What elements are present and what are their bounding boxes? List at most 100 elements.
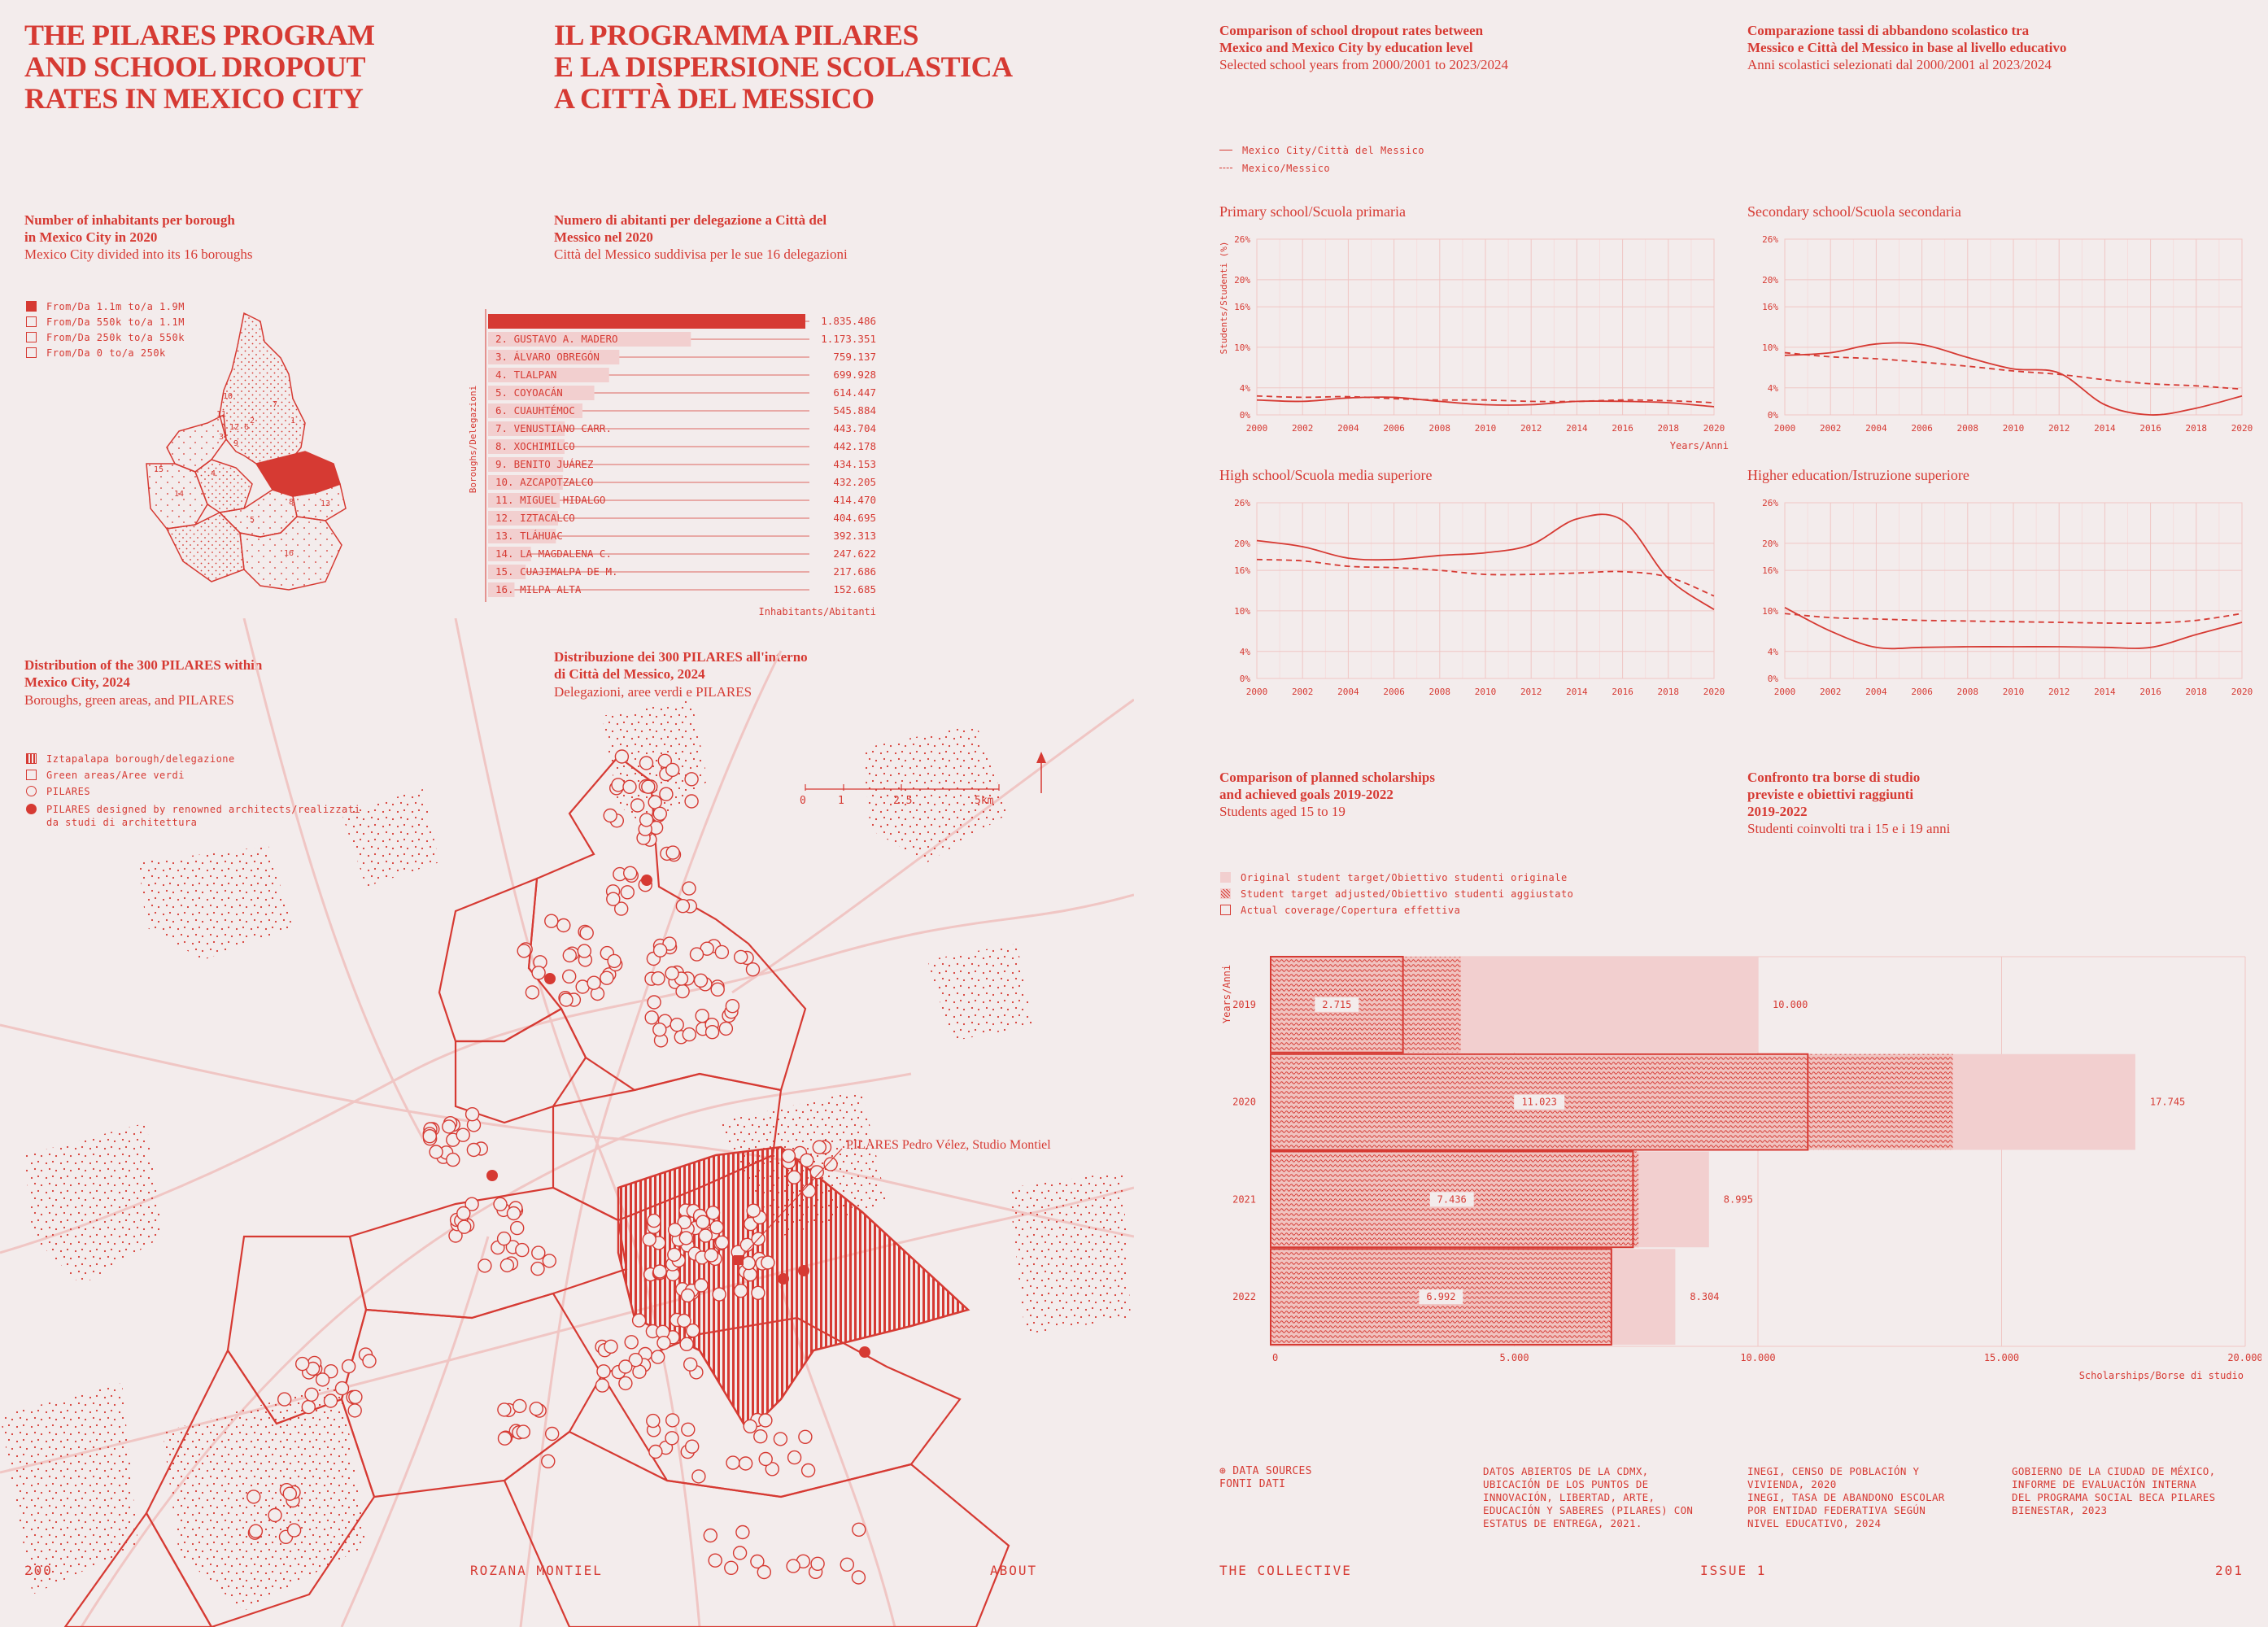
title-italian: IL PROGRAMMA PILARES E LA DISPERSIONE SC… xyxy=(554,19,1013,115)
pilares-circle xyxy=(677,1215,691,1230)
pilares-circle xyxy=(631,1313,647,1328)
pilares-circle xyxy=(696,1215,710,1229)
actual-coverage-value: 7.436 xyxy=(1437,1193,1467,1205)
inhabitants-bar-chart: Boroughs/Delegazioni 1. IZTAPALAPA 1.835.… xyxy=(468,309,876,617)
panel-title-secondary: Secondary school/Scuola secondaria xyxy=(1747,203,1961,220)
series-line-mexico xyxy=(1784,613,2243,625)
pilares-circle xyxy=(733,1284,748,1298)
scholarships-subtitle-en: Students aged 15 to 19 xyxy=(1219,804,1346,819)
x-tick-label: 2016 xyxy=(1612,423,1633,434)
pilares-circle xyxy=(639,813,654,827)
pilares-circle xyxy=(510,1220,525,1236)
x-tick-label: 2018 xyxy=(2186,687,2208,697)
rank-bar xyxy=(488,350,620,364)
page-number-right: 201 xyxy=(2215,1563,2244,1578)
pilares-circle xyxy=(334,1381,350,1396)
x-tick-label: 5.000 xyxy=(1499,1352,1529,1363)
x-tick-label: 2000 xyxy=(1774,423,1796,434)
map-number-15: 15 xyxy=(154,465,164,474)
scale-label-2-5: 2.5 xyxy=(893,795,913,807)
pilares-circle xyxy=(787,1450,802,1465)
pilares-circle xyxy=(618,1376,633,1391)
rank-bar-label: 5. COYOACÁN xyxy=(495,386,563,399)
rank-bar-label: 6. CUAUHTÉMOC xyxy=(495,404,575,417)
rank-bar xyxy=(488,511,558,526)
pilares-circle xyxy=(800,1153,814,1167)
distribution-subtitle-it: Delegazioni, aree verdi e PILARES xyxy=(554,684,752,700)
scholarships-y-axis-label: Years/Anni xyxy=(1221,965,1232,1023)
legend-architect-pilares: PILARES designed by renowned architects/… xyxy=(26,803,360,829)
pilares-circle xyxy=(786,1559,800,1573)
rank-value: 404.695 xyxy=(833,512,876,524)
pilares-circle xyxy=(709,1220,724,1235)
pilares-circle xyxy=(347,1403,362,1418)
pilares-circle xyxy=(682,1027,696,1042)
pilares-circle xyxy=(851,1570,866,1585)
pilares-circle xyxy=(348,1389,363,1404)
pilares-circle xyxy=(620,885,635,900)
pilares-circle xyxy=(751,1285,765,1300)
year-label: 2020 xyxy=(1232,1097,1256,1108)
y-tick-label: 16% xyxy=(1234,565,1250,576)
x-tick-label: 2020 xyxy=(2231,687,2253,697)
pilares-circle xyxy=(651,1350,665,1364)
map-number-5: 5 xyxy=(250,516,255,525)
x-tick-label: 2004 xyxy=(1865,423,1887,434)
rank-value: 1.835.486 xyxy=(821,315,876,327)
legend-item-high: From/Da 1.1m to/a 1.9M xyxy=(26,299,185,315)
pilares-circle xyxy=(823,1157,838,1171)
pilares-circle xyxy=(735,1524,750,1540)
borough-cuajimalpa xyxy=(146,463,208,530)
rank-bar-label: 4. TLALPAN xyxy=(495,369,556,381)
pilares-circle xyxy=(665,762,680,778)
pilares-circle xyxy=(675,984,690,999)
cross-swatch-icon xyxy=(26,347,37,358)
actual-coverage-bar xyxy=(1270,956,1404,1053)
dropout-x-axis-label: Years/Anni xyxy=(1670,440,1729,451)
pilares-circle xyxy=(840,1557,855,1572)
x-tick-label: 2008 xyxy=(1957,687,1979,697)
x-tick-label: 15.000 xyxy=(1984,1352,2019,1363)
pilares-circle xyxy=(446,1152,460,1167)
rank-value: 247.622 xyxy=(833,547,876,560)
pilares-circle xyxy=(724,1560,739,1576)
pilares-circle xyxy=(652,1264,667,1279)
pilares-circle xyxy=(689,947,704,962)
pilares-circle xyxy=(714,1235,730,1250)
pilares-circle xyxy=(531,1245,546,1260)
y-tick-label: 0% xyxy=(1240,674,1251,684)
pilares-circle xyxy=(456,1206,471,1221)
rank-value: 152.685 xyxy=(833,583,876,595)
pilares-circle xyxy=(665,1431,679,1446)
line-chart-higher-education-body: 0% 4% 10% 16% 20% 26% 2000 2002 2004 2006 2008 2010… xyxy=(1762,498,2253,697)
pilares-circle xyxy=(465,1107,480,1122)
actual-coverage-value: 2.715 xyxy=(1322,999,1351,1010)
pilares-circle xyxy=(781,1149,796,1163)
y-tick-label: 4% xyxy=(1240,383,1251,394)
pilares-circle xyxy=(798,1429,813,1444)
x-tick-label: 2012 xyxy=(2048,687,2070,697)
rank-value: 614.447 xyxy=(833,386,876,399)
rank-value: 432.205 xyxy=(833,476,876,488)
series-line-mexico xyxy=(1256,395,1715,403)
y-tick-label: 10% xyxy=(1234,342,1250,353)
filled-circle-icon xyxy=(26,804,37,814)
pilares-circle xyxy=(698,1228,713,1243)
pilares-circle xyxy=(606,892,621,906)
x-tick-label: 2016 xyxy=(1612,687,1633,697)
original-target-value: 8.995 xyxy=(1724,1193,1753,1205)
inhabitants-y-axis-label: Boroughs/Delegazioni xyxy=(468,386,478,493)
pilares-circle xyxy=(712,1287,726,1302)
pilares-circle xyxy=(753,1429,768,1444)
pilares-circle xyxy=(639,756,654,770)
series-line-mexico xyxy=(1784,351,2243,390)
plot-frame xyxy=(1784,502,2243,679)
rank-bar xyxy=(488,475,563,490)
circle-icon xyxy=(26,786,37,796)
x-tick-label: 2010 xyxy=(2003,423,2025,434)
y-tick-label: 26% xyxy=(1234,498,1250,508)
rank-bar xyxy=(488,457,564,472)
pilares-circle xyxy=(478,1258,492,1273)
pilares-circle xyxy=(718,1021,734,1036)
